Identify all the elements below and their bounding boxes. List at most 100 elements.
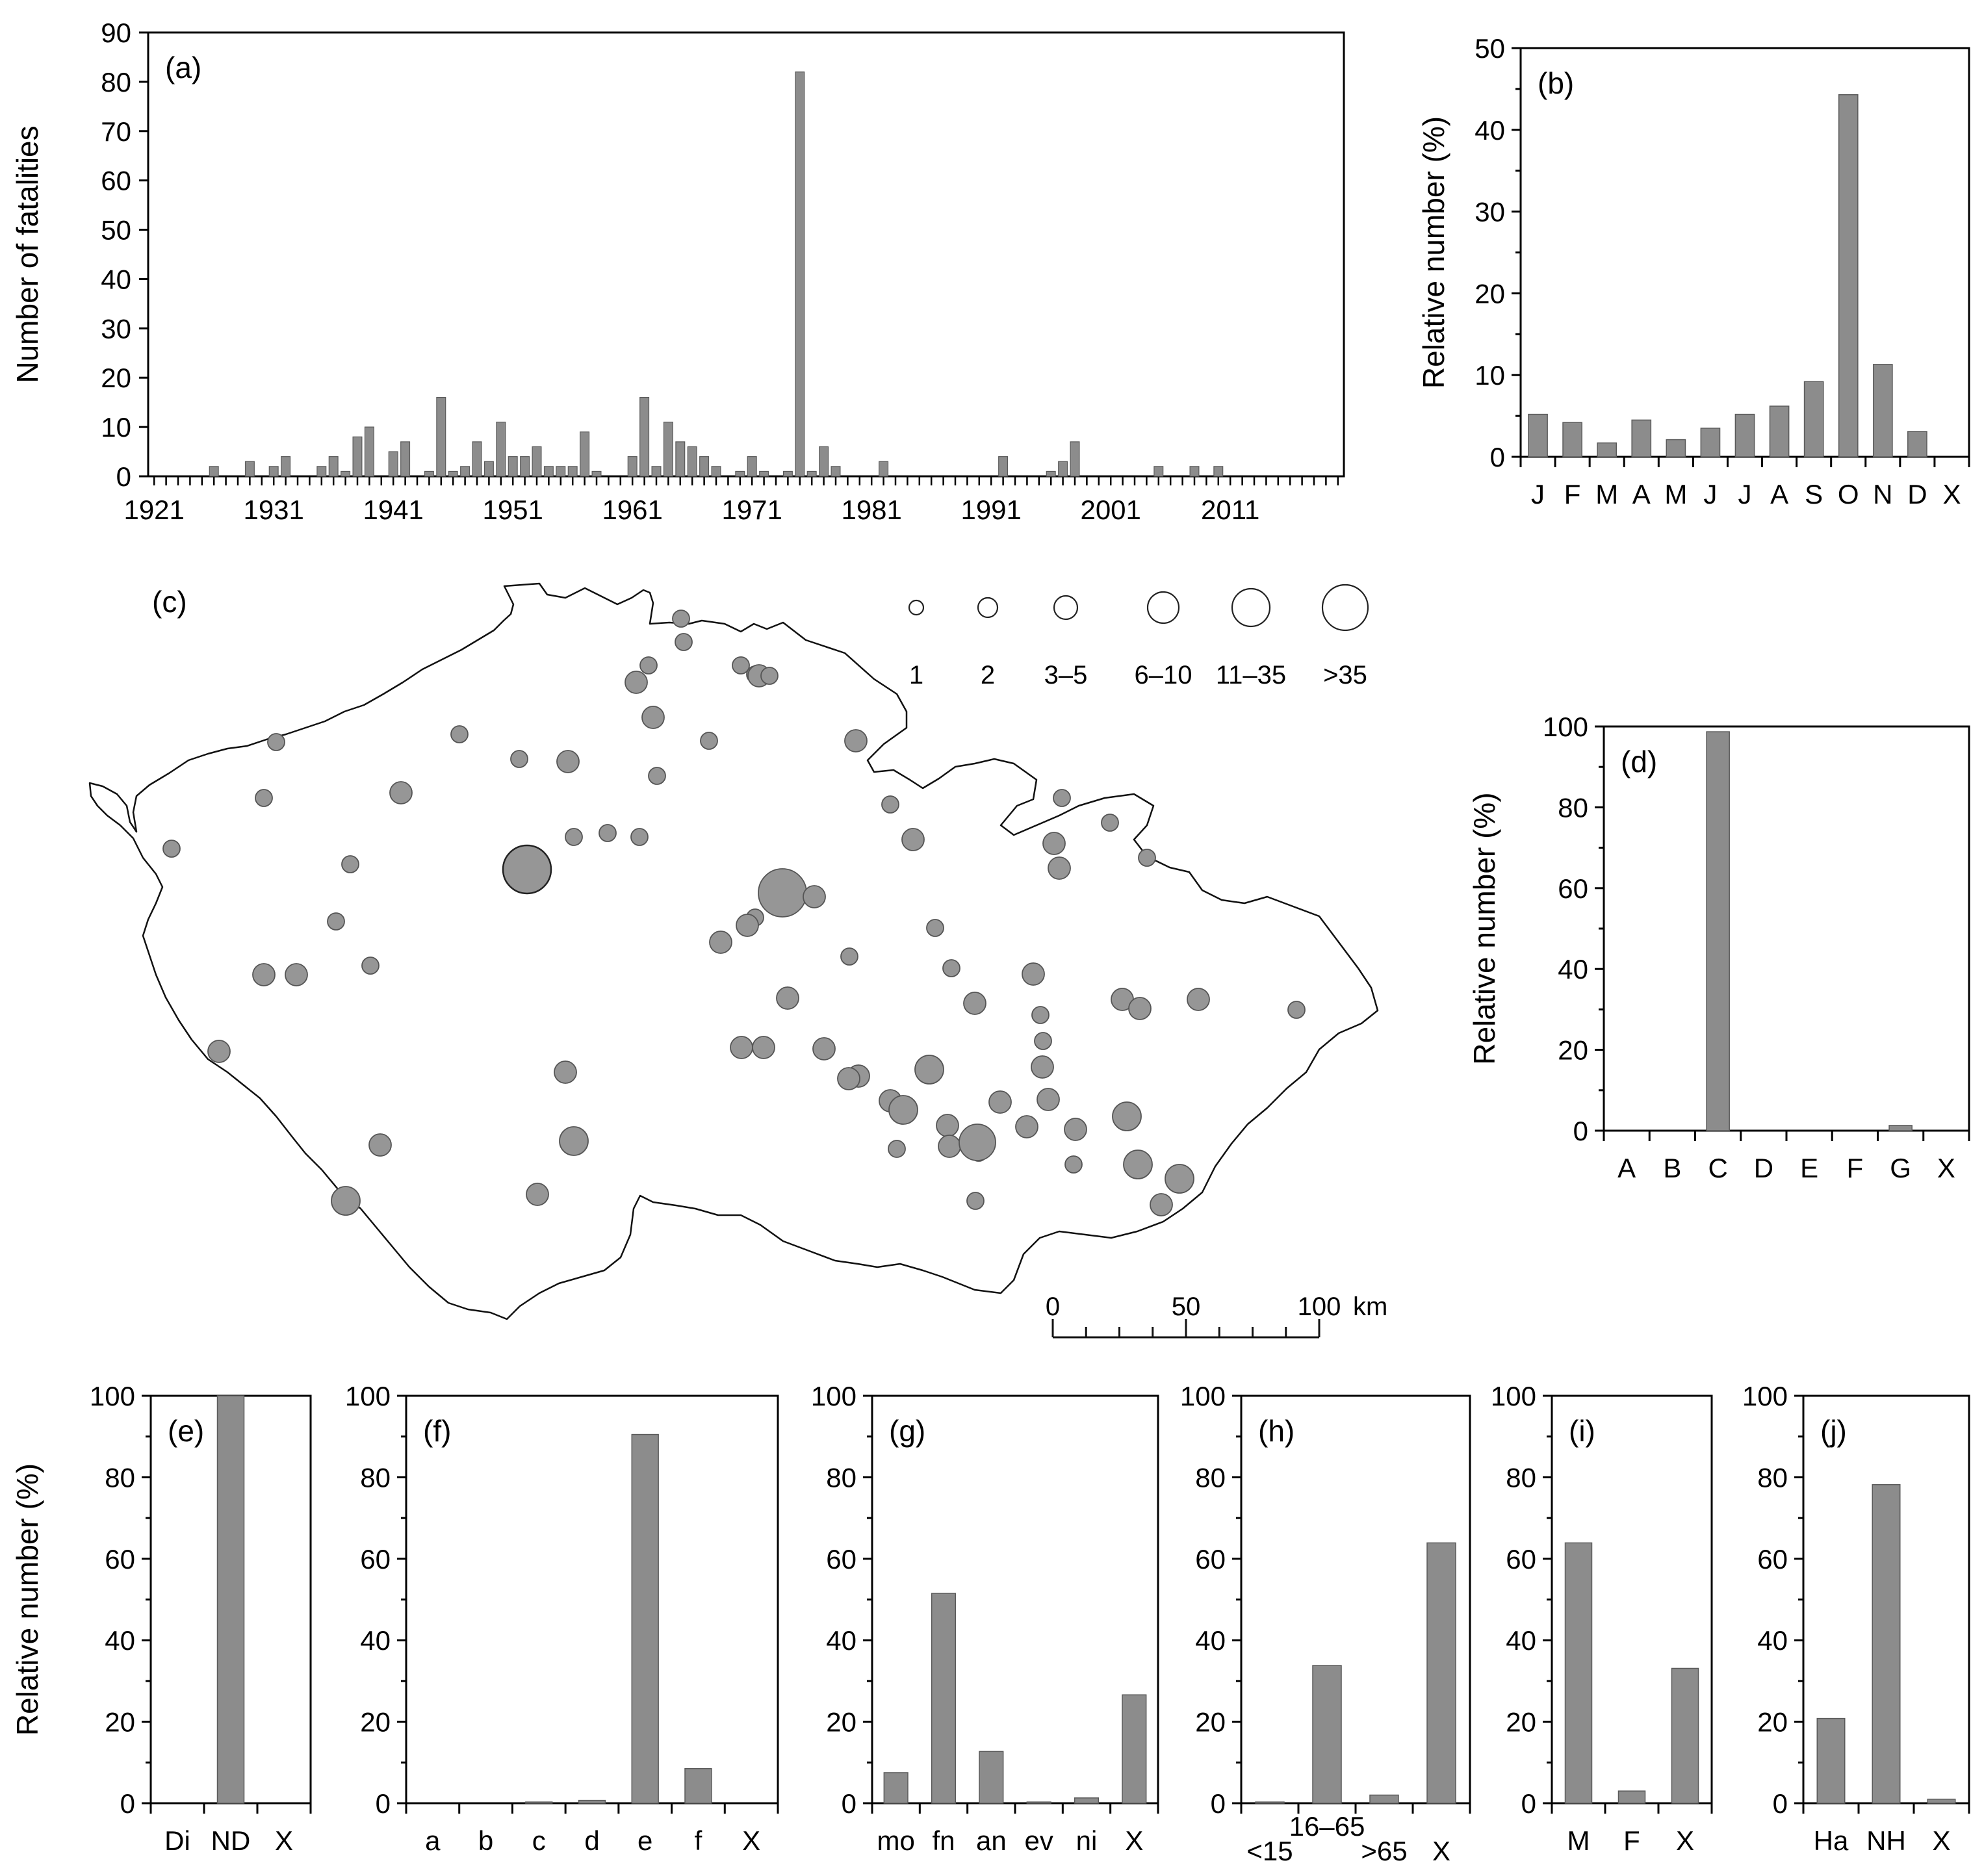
legend-circle-2 — [1053, 595, 1079, 621]
x-tick-label: 2001 — [1080, 495, 1140, 525]
x-tick-label: O — [1838, 479, 1859, 509]
bar-b-2 — [1597, 442, 1617, 457]
bar-a-1965 — [675, 441, 686, 477]
legend-circle-4 — [1231, 587, 1271, 628]
bar-a-1945 — [436, 396, 446, 477]
site-marker-9 — [700, 732, 718, 750]
bar-a-1937 — [341, 470, 351, 477]
x-tick-label: c — [532, 1825, 546, 1856]
site-marker-59 — [1034, 1032, 1052, 1050]
legend-circle-5 — [1321, 584, 1369, 632]
legend-circle-3 — [1146, 591, 1180, 624]
x-tick-label: f — [695, 1825, 702, 1856]
bar-a-1977 — [819, 446, 829, 477]
site-marker-54 — [812, 1037, 836, 1060]
y-tick-label: 30 — [101, 313, 131, 344]
bar-i-1 — [1617, 1790, 1646, 1804]
site-marker-36 — [709, 931, 732, 954]
y-tick-label: 80 — [360, 1462, 391, 1493]
site-marker-75 — [1165, 1164, 1194, 1194]
bar-i-2 — [1671, 1667, 1699, 1804]
x-tick-label: NH — [1866, 1825, 1906, 1856]
y-tick-label: 40 — [1475, 115, 1505, 146]
y-tick-label: 50 — [101, 215, 131, 246]
y-tick-label: 50 — [1475, 33, 1505, 64]
y-tick-label: 0 — [1521, 1788, 1536, 1819]
panel-label: (b) — [1538, 66, 1574, 100]
bar-a-1935 — [316, 466, 327, 477]
bar-h-2 — [1369, 1794, 1399, 1804]
site-marker-60 — [1031, 1055, 1054, 1079]
bar-a-1947 — [460, 466, 470, 477]
panel-g: 0 20 40 60 80 100 (g) mo fn an ev ni X — [811, 1381, 1159, 1856]
bar-d-2 — [1706, 731, 1730, 1131]
site-marker-21 — [565, 828, 583, 846]
y-tick-label: 80 — [1506, 1462, 1536, 1493]
panel-label: (j) — [1820, 1414, 1847, 1448]
x-tick-label: X — [275, 1825, 293, 1856]
x-tick-label: a — [425, 1825, 441, 1856]
y-tick-label: 40 — [1195, 1625, 1226, 1656]
site-marker-48 — [1128, 997, 1152, 1020]
bar-a-1929 — [244, 461, 255, 477]
y-tick-label: 100 — [1742, 1381, 1788, 1411]
bar-i-0 — [1564, 1542, 1593, 1804]
bar-a-2005 — [1153, 466, 1164, 477]
x-tick-label: X — [1942, 479, 1961, 509]
y-tick-label: 40 — [826, 1625, 857, 1656]
x-tick-label: 1971 — [721, 495, 782, 525]
plot-frame — [147, 31, 1345, 478]
site-marker-42 — [361, 957, 380, 975]
site-marker-43 — [1022, 962, 1045, 986]
site-marker-40 — [252, 963, 276, 986]
y-tick-label: 20 — [1558, 1035, 1588, 1066]
bar-g-2 — [979, 1751, 1004, 1804]
site-marker-66 — [1015, 1115, 1038, 1138]
bar-a-1992 — [998, 456, 1009, 477]
y-tick-label: 20 — [826, 1707, 857, 1738]
site-marker-13 — [844, 729, 868, 752]
y-tick-label: 80 — [105, 1462, 135, 1493]
bar-a-1968 — [711, 466, 721, 477]
y-tick-label: 80 — [1558, 792, 1588, 823]
site-marker-52 — [730, 1036, 753, 1059]
y-tick-label: 20 — [105, 1707, 135, 1738]
bar-a-1955 — [556, 466, 566, 477]
plot-frame — [405, 1394, 779, 1805]
bar-b-11 — [1907, 431, 1927, 457]
panel-label: (g) — [889, 1414, 925, 1448]
bar-b-7 — [1769, 405, 1790, 457]
panel-e: 0 20 40 60 80 100 (e) Relative number (%) Di ND X — [10, 1381, 312, 1856]
x-tick-label: S — [1805, 479, 1823, 509]
x-tick-label: 1961 — [602, 495, 662, 525]
x-tick-label: E — [1800, 1153, 1818, 1183]
panel-j: 0 20 40 60 80 100 (j) Ha NH X — [1742, 1381, 1970, 1856]
y-tick-label: 100 — [1180, 1381, 1226, 1411]
bar-g-5 — [1122, 1694, 1147, 1804]
bar-b-8 — [1803, 381, 1824, 457]
y-tick-label: 40 — [1506, 1625, 1536, 1656]
panel-label: (e) — [168, 1414, 204, 1448]
y-tick-label: 100 — [811, 1381, 857, 1411]
site-marker-2 — [639, 656, 658, 675]
site-marker-27 — [1138, 849, 1156, 867]
site-marker-70 — [888, 1140, 906, 1158]
x-tick-label: X — [1937, 1153, 1955, 1183]
x-tick-label: X — [1932, 1825, 1950, 1856]
x-tick-label: X — [1676, 1825, 1694, 1856]
site-marker-8 — [641, 706, 665, 729]
site-marker-1 — [675, 633, 693, 651]
bar-a-1998 — [1070, 441, 1080, 477]
y-tick-label: 80 — [101, 67, 131, 97]
panel-a: 0 10 20 30 40 50 60 70 80 90 1921 1931 1941 1951 1961 1… — [10, 18, 1345, 525]
x-tick-label: M — [1664, 479, 1687, 509]
panel-label: (d) — [1621, 745, 1657, 778]
x-tick-label: A — [1617, 1153, 1636, 1183]
site-marker-80 — [526, 1183, 549, 1206]
bar-f-2 — [525, 1801, 553, 1804]
y-tick-label: 0 — [842, 1788, 857, 1819]
site-marker-10 — [450, 725, 469, 743]
scale-label: 100 — [1298, 1292, 1341, 1321]
y-tick-label: 0 — [1573, 1116, 1588, 1146]
